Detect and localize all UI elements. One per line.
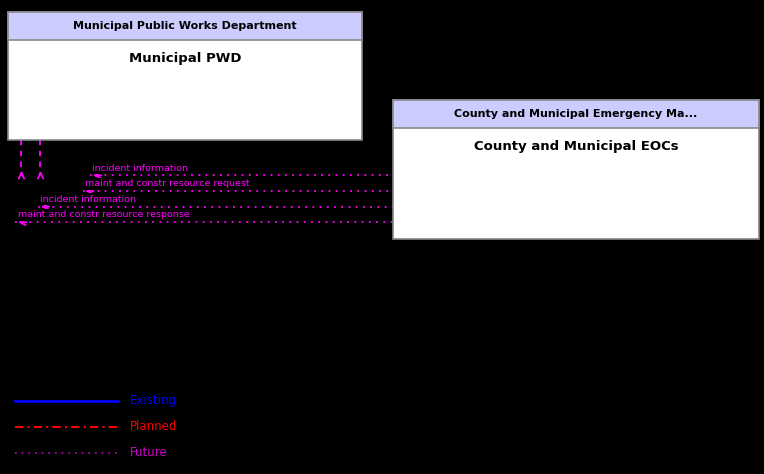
Text: County and Municipal EOCs: County and Municipal EOCs [474, 140, 678, 153]
Text: incident information: incident information [92, 164, 189, 173]
Text: incident information: incident information [40, 195, 137, 204]
Text: maint and constr resource response: maint and constr resource response [18, 210, 189, 219]
Text: County and Municipal Emergency Ma...: County and Municipal Emergency Ma... [455, 109, 698, 119]
Bar [8, 12, 362, 140]
Text: Planned: Planned [130, 420, 177, 433]
Text: Municipal Public Works Department: Municipal Public Works Department [73, 21, 296, 31]
Text: Future: Future [130, 446, 167, 459]
Text: Existing: Existing [130, 394, 177, 407]
Bar [8, 12, 362, 40]
Bar [393, 100, 759, 128]
Text: maint and constr resource request: maint and constr resource request [85, 179, 249, 188]
Bar [393, 100, 759, 239]
Text: Municipal PWD: Municipal PWD [128, 52, 241, 65]
